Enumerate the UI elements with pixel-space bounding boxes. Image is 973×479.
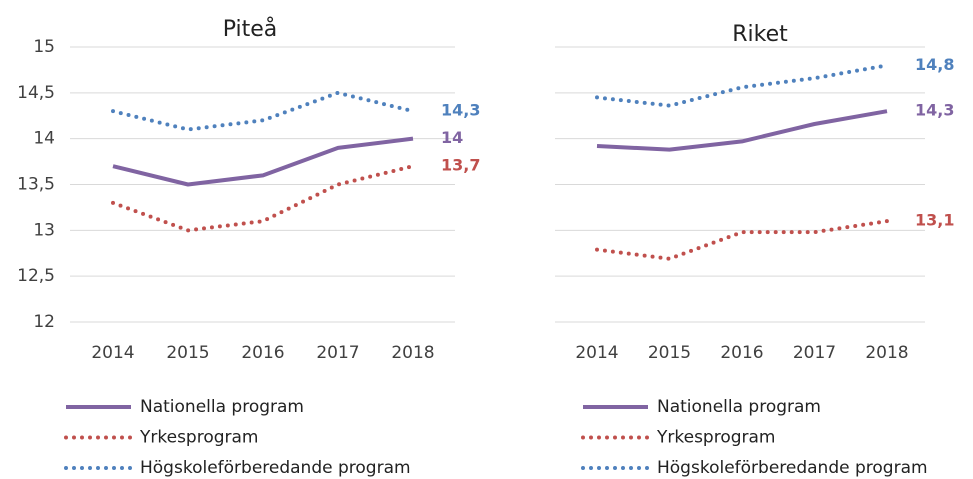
x-tick-label: 2015 — [166, 343, 209, 363]
y-tick-label: 14,5 — [17, 83, 55, 103]
y-tick-label: 13 — [33, 220, 55, 240]
y-tick-label: 15 — [33, 37, 55, 57]
x-tick-label: 2014 — [575, 343, 618, 363]
series-line — [111, 90, 415, 132]
data-label: 14,8 — [915, 55, 954, 74]
x-tick-label: 2018 — [391, 343, 434, 363]
series-line — [595, 219, 889, 261]
y-tick-label: 12,5 — [17, 266, 55, 286]
x-tick-label: 2015 — [648, 343, 691, 363]
legend-label: Yrkesprogram — [656, 428, 776, 448]
data-label: 13,1 — [915, 211, 954, 230]
series-line — [112, 136, 414, 187]
x-tick-label: 2017 — [793, 343, 836, 363]
x-tick-label: 2017 — [316, 343, 359, 363]
x-tick-label: 2016 — [720, 343, 763, 363]
series-line — [111, 164, 415, 233]
x-tick-label: 2016 — [241, 343, 284, 363]
data-label: 14,3 — [915, 101, 954, 120]
data-label: 14 — [441, 128, 463, 147]
legend-label: Nationella program — [657, 397, 821, 417]
series-line — [595, 63, 889, 108]
data-label: 13,7 — [441, 156, 480, 175]
chart-title: Piteå — [223, 16, 278, 42]
data-label: 14,3 — [441, 101, 480, 120]
y-tick-label: 13,5 — [17, 175, 55, 195]
legend-label: Högskoleförberedande program — [140, 458, 411, 478]
series-line — [596, 109, 888, 152]
legend-label: Nationella program — [140, 397, 304, 417]
x-tick-label: 2018 — [865, 343, 908, 363]
legend-label: Yrkesprogram — [139, 428, 259, 448]
y-tick-label: 14 — [33, 129, 55, 149]
chart-title: Riket — [732, 22, 788, 47]
x-tick-label: 2014 — [91, 343, 134, 363]
legend-label: Högskoleförberedande program — [657, 458, 928, 478]
y-tick-label: 12 — [33, 312, 55, 332]
